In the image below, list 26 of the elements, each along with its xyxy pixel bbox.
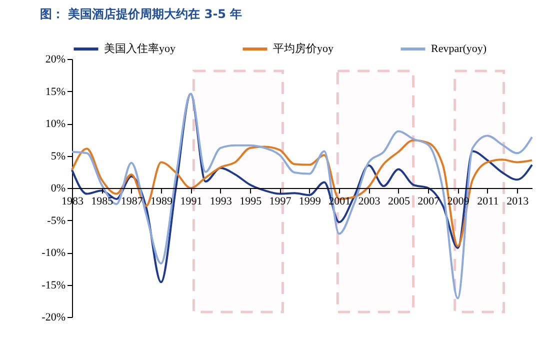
x-tick-label: 1999: [298, 196, 322, 208]
x-tick-label: 2013: [506, 196, 530, 208]
y-tick-label: 0%: [50, 182, 66, 194]
y-tick-label: 20%: [45, 54, 66, 66]
y-tick-label: 5%: [50, 150, 66, 162]
x-tick-label: 1991: [180, 196, 202, 208]
legend-label: 美国入住率yoy: [104, 42, 176, 55]
legend-label: 平均房价yoy: [273, 42, 334, 55]
chart-title: 图： 美国酒店提价周期大约在 3-5 年: [40, 7, 242, 21]
y-tick-label: 15%: [45, 86, 66, 98]
x-tick-label: 1987: [120, 196, 144, 208]
x-tick-label: 2011: [477, 196, 499, 208]
legend-label: Revpar(yoy): [431, 43, 487, 55]
x-tick-label: 1985: [91, 196, 114, 208]
x-tick-label: 1995: [240, 196, 262, 208]
x-tick-label: 2005: [388, 196, 410, 208]
x-tick-label: 2003: [358, 196, 381, 208]
y-tick-label: -5%: [47, 214, 66, 227]
y-tick-label: -10%: [42, 247, 66, 259]
x-tick-label: 1989: [150, 196, 174, 208]
x-tick-label: 1993: [210, 196, 232, 208]
y-tick-label: -15%: [42, 279, 66, 292]
y-tick-label: 10%: [45, 118, 66, 130]
y-tick-label: -20%: [42, 312, 66, 324]
x-tick-label: 1997: [269, 196, 292, 208]
x-tick-label: 2007: [418, 196, 440, 208]
